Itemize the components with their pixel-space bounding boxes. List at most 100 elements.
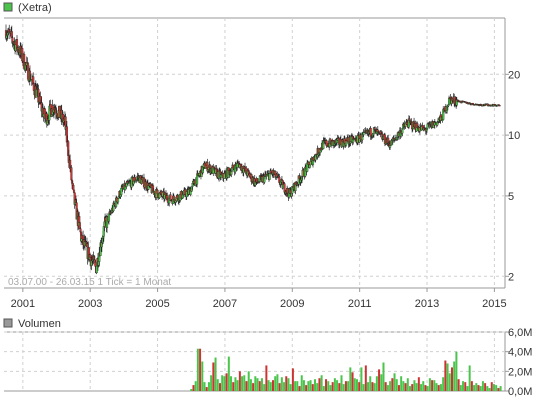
volume-y-tick-label: 4,0M — [508, 347, 532, 359]
volume-bar — [435, 383, 438, 391]
price-legend-label: (Xetra) — [18, 2, 52, 14]
candle-body — [441, 119, 444, 121]
price-y-axis-ticks: 2 5 10 20 — [505, 69, 520, 283]
volume-bar — [234, 377, 237, 391]
volume-bar — [371, 382, 374, 391]
volume-bar — [203, 382, 206, 391]
volume-bar — [260, 378, 263, 391]
volume-bar — [389, 381, 392, 391]
volume-bar — [395, 379, 398, 391]
volume-bar — [331, 382, 334, 391]
volume-bar — [245, 381, 248, 391]
volume-bar — [380, 374, 383, 391]
volume-bar — [236, 380, 239, 391]
volume-bar — [302, 380, 305, 391]
volume-bar — [404, 383, 407, 391]
volume-legend-label: Volumen — [18, 318, 61, 330]
volume-bar — [267, 380, 270, 391]
volume-bar — [225, 373, 228, 391]
volume-bar — [426, 386, 429, 391]
volume-bar — [309, 380, 312, 391]
volume-bar — [444, 360, 447, 391]
volume-bar — [307, 381, 310, 391]
volume-bar — [415, 383, 418, 391]
candle-body — [498, 105, 501, 107]
volume-y-tick-label: 6,0M — [508, 327, 532, 339]
volume-bar — [311, 384, 314, 391]
volume-bar — [422, 381, 425, 391]
volume-bar — [353, 378, 356, 391]
volume-bar — [194, 381, 197, 391]
volume-bar — [298, 386, 301, 391]
price-legend-swatch — [3, 2, 13, 12]
volume-bar — [431, 380, 434, 391]
volume-bar — [378, 369, 381, 391]
volume-bar — [249, 379, 252, 391]
volume-bar — [274, 376, 277, 391]
volume-bar — [402, 381, 405, 391]
volume-bar — [468, 365, 471, 391]
candle-body — [307, 162, 310, 165]
candle-body — [132, 181, 135, 185]
volume-bar — [243, 375, 246, 391]
volume-bar — [212, 362, 215, 391]
volume-bar — [464, 382, 467, 391]
volume-bar — [344, 381, 347, 391]
volume-bar — [289, 384, 292, 391]
x-tick-label: 2013 — [415, 298, 439, 310]
volume-bars — [190, 348, 502, 391]
volume-bar — [437, 385, 440, 391]
volume-bar — [499, 386, 502, 391]
volume-bar — [278, 383, 281, 391]
volume-bar — [375, 376, 378, 391]
volume-bar — [492, 384, 495, 391]
volume-bar — [232, 382, 235, 391]
candle-body — [70, 167, 73, 181]
candle-body — [107, 213, 111, 222]
x-tick-label: 2011 — [348, 298, 372, 310]
volume-bar — [329, 385, 332, 391]
volume-bar — [477, 385, 480, 391]
volume-bar — [190, 389, 193, 391]
volume-legend-swatch — [3, 318, 13, 328]
volume-bar — [406, 378, 409, 391]
volume-bar — [269, 382, 272, 391]
price-y-tick-label: 20 — [508, 69, 520, 81]
volume-bar — [457, 379, 460, 391]
volume-bar — [358, 382, 361, 391]
volume-bar — [400, 376, 403, 391]
candle-body — [471, 102, 475, 105]
x-tick-label: 2003 — [78, 298, 102, 310]
volume-bar — [263, 384, 266, 391]
volume-bar — [305, 385, 308, 391]
volume-bar — [210, 375, 213, 391]
candle-body — [169, 194, 172, 201]
volume-bar — [382, 362, 385, 391]
volume-bar — [201, 361, 204, 391]
volume-bar — [336, 380, 339, 391]
volume-bar — [258, 381, 261, 391]
volume-bar — [411, 384, 414, 391]
candle-body — [117, 198, 120, 203]
volume-bar — [448, 373, 451, 391]
price-y-tick-label: 5 — [508, 191, 514, 203]
volume-bar — [313, 379, 316, 391]
volume-bar — [322, 386, 325, 391]
volume-bar — [221, 375, 224, 391]
volume-bar — [287, 378, 290, 391]
volume-bar — [391, 378, 394, 391]
volume-bar — [291, 368, 294, 391]
volume-bar — [479, 386, 482, 391]
volume-bar — [333, 378, 336, 391]
volume-bar — [318, 378, 321, 391]
x-tick-label: 2007 — [213, 298, 237, 310]
volume-bar — [227, 356, 230, 391]
volume-bar — [484, 383, 487, 391]
volume-bar — [481, 381, 484, 391]
price-grid — [4, 18, 505, 288]
candle-body — [156, 189, 159, 195]
volume-bar — [409, 386, 412, 391]
volume-bar — [486, 386, 489, 391]
chart-info-text: 03.07.00 - 26.03.15 1 Tick = 1 Monat — [8, 277, 171, 288]
volume-bar — [230, 376, 233, 391]
